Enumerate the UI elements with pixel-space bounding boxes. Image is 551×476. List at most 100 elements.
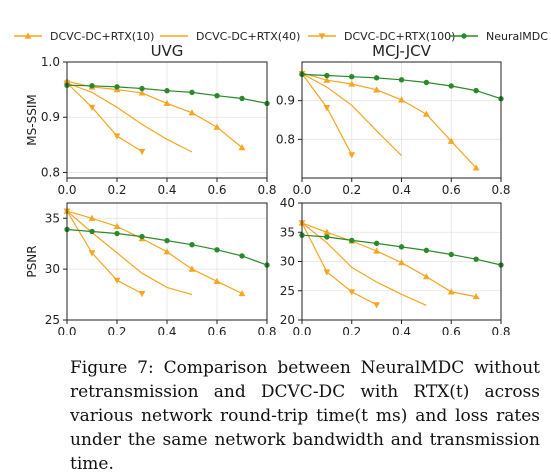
series <box>298 220 381 309</box>
x-tick-label: 0.4 <box>392 325 411 335</box>
data-point <box>214 92 220 99</box>
x-tick-label: 0.4 <box>392 183 411 197</box>
data-point <box>163 248 171 255</box>
data-point <box>138 89 146 96</box>
x-tick-label: 0.8 <box>491 183 510 197</box>
data-point <box>188 265 196 272</box>
y-tick-label: 40 <box>280 196 295 210</box>
data-point <box>472 293 480 300</box>
data-point <box>373 86 381 93</box>
data-point <box>473 87 479 94</box>
data-point <box>448 251 454 258</box>
series <box>299 71 504 102</box>
series <box>298 71 356 159</box>
data-point <box>239 253 245 259</box>
y-tick-label: 0.9 <box>276 94 295 108</box>
chart-title: UVG <box>151 42 184 60</box>
series <box>63 77 246 151</box>
y-axis-label: PSNR <box>25 245 39 277</box>
series <box>301 222 427 306</box>
data-point <box>349 73 355 80</box>
series <box>63 207 246 297</box>
legend-label: NeuralMDC <box>486 30 548 43</box>
legend-item: DCVC-DC+RTX(100) <box>308 30 455 43</box>
series <box>64 226 270 268</box>
data-point <box>398 96 405 103</box>
data-point <box>473 256 479 262</box>
x-tick-label: 0.0 <box>57 183 76 197</box>
data-point <box>214 247 220 253</box>
series-line <box>66 210 193 296</box>
y-tick-label: 25 <box>280 284 295 298</box>
y-tick-label: 35 <box>45 211 60 225</box>
legend-item: NeuralMDC <box>450 30 548 43</box>
data-point <box>138 290 146 298</box>
y-tick-label: 30 <box>280 255 295 269</box>
data-point <box>213 123 221 130</box>
data-point <box>88 104 96 111</box>
y-tick-label: 25 <box>45 313 60 327</box>
legend-marker <box>318 33 326 40</box>
y-tick-label: 20 <box>280 313 295 327</box>
y-tick-label: 0.8 <box>41 165 60 179</box>
legend-item: DCVC-DC+RTX(10) <box>14 30 154 43</box>
data-point <box>163 99 171 107</box>
data-point <box>139 233 145 240</box>
x-tick-label: 0.4 <box>157 183 176 197</box>
y-tick-label: 35 <box>280 225 295 239</box>
data-point <box>422 110 430 117</box>
series-line <box>301 72 477 169</box>
x-tick-label: 0.8 <box>257 325 276 335</box>
x-tick-label: 0.6 <box>442 183 461 197</box>
data-point <box>398 77 405 83</box>
data-point <box>88 250 96 257</box>
x-tick-label: 0.0 <box>292 183 311 197</box>
series <box>301 73 402 157</box>
series-line <box>66 80 243 149</box>
data-point <box>348 152 356 159</box>
data-point <box>472 164 480 171</box>
data-point <box>139 85 145 92</box>
data-point <box>114 230 120 237</box>
series-line <box>66 210 143 295</box>
x-tick-label: 0.8 <box>257 183 276 197</box>
data-point <box>213 277 221 284</box>
data-point <box>398 244 405 250</box>
data-point <box>423 247 430 254</box>
data-point <box>164 88 170 94</box>
data-point <box>189 242 195 248</box>
x-tick-label: 0.6 <box>207 325 226 335</box>
data-point <box>323 228 331 235</box>
series <box>66 82 193 153</box>
legend-label: DCVC-DC+RTX(10) <box>50 30 154 43</box>
data-point <box>447 137 455 144</box>
series <box>66 210 193 296</box>
x-tick-label: 0.4 <box>157 325 176 335</box>
y-tick-label: 1.0 <box>41 55 60 69</box>
y-tick-label: 0.9 <box>41 110 60 124</box>
series-line <box>66 210 243 295</box>
x-tick-label: 0.0 <box>292 325 311 335</box>
data-point <box>189 89 195 96</box>
x-tick-label: 0.2 <box>342 183 361 197</box>
data-point <box>113 222 121 229</box>
data-point <box>238 144 246 151</box>
data-point <box>373 240 380 247</box>
chart-panel: 0.00.20.40.60.82025303540Loss Ratio <box>280 196 511 335</box>
x-tick-label: 0.2 <box>342 325 361 335</box>
data-point <box>398 259 405 266</box>
data-point <box>324 72 330 79</box>
data-point <box>349 237 355 244</box>
chart-panel: 0.0 0.2 0.4 0.6 0.8 0.8 0.9 1.0 UVG MS-SSIM <box>25 42 277 197</box>
x-tick-label: 0.2 <box>107 183 126 197</box>
data-point <box>113 133 121 140</box>
data-point <box>373 247 381 254</box>
series <box>63 208 146 298</box>
legend-item: DCVC-DC+RTX(40) <box>160 30 300 43</box>
series-line <box>66 82 193 153</box>
x-tick-label: 0.8 <box>491 325 510 335</box>
x-tick-label: 0.0 <box>57 325 76 335</box>
series-line <box>301 222 377 306</box>
legend-marker <box>24 32 32 39</box>
data-point <box>423 79 430 86</box>
